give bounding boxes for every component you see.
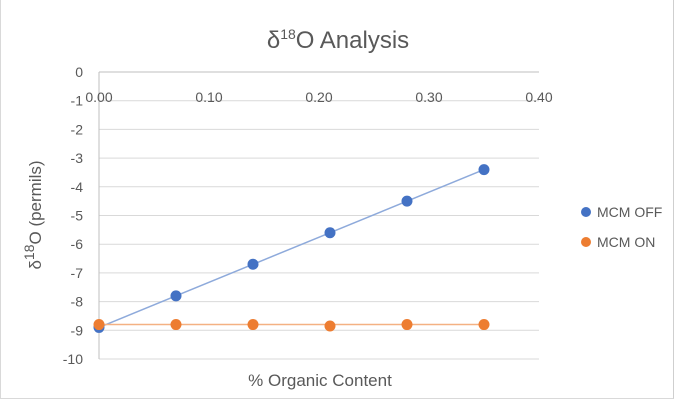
data-point — [324, 227, 336, 239]
y-tick-label: -7 — [71, 265, 84, 281]
data-point — [401, 195, 413, 207]
x-tick-label: 0.20 — [305, 89, 332, 105]
chart-title: δ18O Analysis — [267, 26, 409, 54]
data-point — [478, 164, 490, 176]
x-tick-label: 0.30 — [415, 89, 442, 105]
legend-label-mcm-on: MCM ON — [597, 234, 655, 250]
data-point — [247, 319, 259, 331]
chart-title-superscript: 18 — [280, 26, 296, 42]
legend-item-mcm-off: MCM OFF — [581, 204, 662, 220]
chart-title-prefix: δ — [267, 27, 280, 54]
y-axis-title-prefix: δ — [26, 260, 45, 269]
data-point — [247, 258, 259, 270]
legend-marker-mcm-on — [581, 237, 591, 247]
y-tick-label: -8 — [71, 294, 84, 310]
y-tick-label: 0 — [75, 64, 83, 80]
data-points — [93, 164, 490, 333]
y-axis-title: δ18O (permils) — [21, 160, 45, 269]
y-tick-label: -9 — [71, 322, 84, 338]
y-tick-label: -3 — [71, 150, 84, 166]
y-tick-label: -10 — [63, 351, 83, 367]
trendlines — [98, 168, 485, 329]
y-tick-label: -5 — [71, 208, 84, 224]
data-point — [401, 319, 413, 331]
x-tick-label: 0.40 — [525, 89, 552, 105]
y-tick-label: -4 — [71, 179, 84, 195]
y-tick-label: -2 — [71, 121, 84, 137]
legend-label-mcm-off: MCM OFF — [597, 204, 662, 220]
x-axis-title: % Organic Content — [248, 371, 392, 390]
y-axis-title-superscript: 18 — [21, 244, 37, 260]
gridlines — [99, 71, 539, 360]
y-tick-label: -6 — [71, 236, 84, 252]
y-axis-title-suffix: O (permils) — [26, 160, 45, 244]
axes: 0 -1 -2 -3 -4 -5 -6 -7 -8 -9 -10 0.00 0.10 0.20 0.30 0.… — [63, 64, 553, 367]
chart-title-suffix: O Analysis — [296, 27, 409, 54]
data-point — [170, 290, 182, 302]
data-point — [93, 319, 105, 331]
x-tick-label: 0.10 — [195, 89, 222, 105]
legend: MCM OFF MCM ON — [581, 204, 662, 250]
trendline — [98, 168, 485, 329]
data-point — [478, 319, 490, 331]
data-point — [170, 319, 182, 331]
legend-marker-mcm-off — [581, 207, 591, 217]
y-tick-label: -1 — [71, 93, 84, 109]
data-point — [324, 320, 336, 332]
x-tick-label: 0.00 — [85, 89, 112, 105]
legend-item-mcm-on: MCM ON — [581, 234, 655, 250]
